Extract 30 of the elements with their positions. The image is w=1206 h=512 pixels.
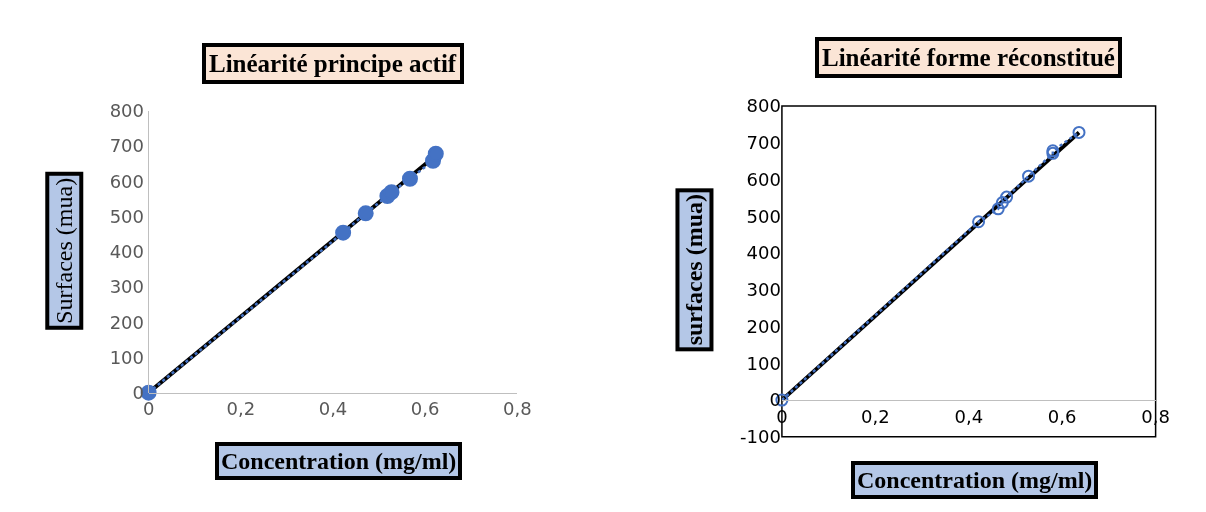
y-tick-label: 100 — [109, 346, 144, 368]
y-tick-label: 700 — [109, 135, 144, 157]
y-tick-label: 100 — [746, 352, 781, 374]
x-tick-label: 0,4 — [318, 398, 348, 420]
y-tick-label: 200 — [746, 315, 781, 337]
y-tick-label: -100 — [740, 426, 781, 448]
y-tick-label: 600 — [109, 170, 144, 192]
y-tick-label: 300 — [746, 279, 781, 301]
x-tick-label: 0,2 — [861, 405, 890, 427]
x-tick-label: 0,2 — [226, 398, 256, 420]
y-tick-label: 800 — [109, 100, 144, 122]
x-tick-label: 0,6 — [410, 398, 440, 420]
x-axis-title: Concentration (mg/ml) — [857, 467, 1093, 493]
y-tick-label: 700 — [746, 132, 781, 153]
y-tick-label: 400 — [109, 241, 144, 262]
x-axis-title: Concentration (mg/ml) — [221, 448, 457, 474]
y-tick-label: 500 — [109, 205, 144, 227]
y-tick-label: 400 — [746, 242, 781, 264]
x-tick-label: 0,4 — [954, 405, 984, 427]
y-axis-title: Surfaces (mua) — [51, 177, 78, 324]
y-tick-label: 200 — [109, 311, 144, 333]
chart-title: Linéarité principe actif — [209, 50, 457, 77]
y-tick-label: 600 — [746, 168, 781, 190]
y-tick-label: 500 — [746, 205, 781, 227]
x-tick-label: 0,6 — [1047, 405, 1077, 427]
chart-title: Linéarité forme réconstitué — [822, 44, 1115, 71]
y-axis-title: surfaces (mua) — [681, 194, 708, 346]
x-tick-label: 0,8 — [503, 398, 532, 420]
y-tick-label: 800 — [746, 95, 781, 117]
y-tick-label: 300 — [109, 276, 144, 298]
